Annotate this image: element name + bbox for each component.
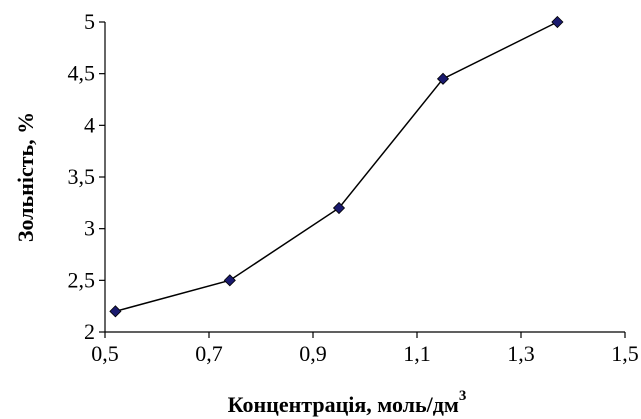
y-axis-title: Зольність, % bbox=[13, 112, 38, 242]
x-axis-title: Концентрація, моль/дм3 bbox=[228, 388, 467, 417]
y-tick-label: 5 bbox=[84, 9, 95, 34]
y-tick-label: 3,5 bbox=[68, 164, 96, 189]
x-tick-label: 0,9 bbox=[299, 341, 327, 366]
y-tick-label: 4 bbox=[84, 112, 95, 137]
data-point-marker bbox=[551, 15, 564, 29]
data-series bbox=[109, 15, 564, 318]
y-tick-label: 3 bbox=[84, 216, 95, 241]
data-point-marker bbox=[109, 305, 122, 318]
series-line bbox=[115, 21, 558, 313]
axes bbox=[104, 22, 625, 333]
x-tick-label: 1,5 bbox=[611, 341, 639, 366]
data-point-marker bbox=[332, 201, 346, 215]
x-tick-label: 0,7 bbox=[195, 341, 223, 366]
x-tick-label: 1,3 bbox=[507, 341, 535, 366]
x-tick-label: 1,1 bbox=[403, 341, 431, 366]
x-axis-title-text: Концентрація, моль/дм bbox=[228, 392, 459, 417]
y-tick-label: 2 bbox=[84, 319, 95, 344]
y-tick-label: 4,5 bbox=[68, 61, 96, 86]
x-axis-title-superscript: 3 bbox=[459, 388, 467, 404]
data-point-marker bbox=[223, 274, 236, 287]
x-tick-label: 0,5 bbox=[91, 341, 119, 366]
y-ticks: 2 2,5 3 3,5 4 4,5 5 bbox=[68, 9, 105, 344]
x-ticks: 0,5 0,7 0,9 1,1 1,3 1,5 bbox=[91, 332, 639, 366]
data-point-marker bbox=[436, 72, 450, 85]
y-tick-label: 2,5 bbox=[68, 267, 96, 292]
